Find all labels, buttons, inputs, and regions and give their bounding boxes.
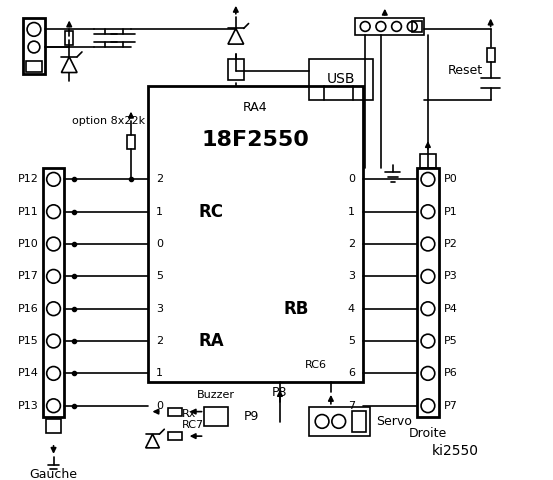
Circle shape xyxy=(392,22,401,31)
Bar xyxy=(487,48,494,62)
Text: P4: P4 xyxy=(444,304,457,314)
Text: 0: 0 xyxy=(156,401,163,411)
Text: 0: 0 xyxy=(348,174,355,184)
Circle shape xyxy=(421,205,435,218)
Bar xyxy=(228,59,244,80)
Bar xyxy=(356,18,424,36)
Text: option 8x22k: option 8x22k xyxy=(72,116,145,126)
Text: USB: USB xyxy=(327,72,356,86)
Text: P16: P16 xyxy=(18,304,39,314)
Text: ki2550: ki2550 xyxy=(432,444,479,458)
Text: P13: P13 xyxy=(18,401,39,411)
Text: 2: 2 xyxy=(156,174,163,184)
Circle shape xyxy=(46,269,60,283)
Circle shape xyxy=(46,237,60,251)
Text: 2: 2 xyxy=(156,336,163,346)
Text: Servo: Servo xyxy=(376,415,412,428)
Text: P10: P10 xyxy=(18,239,39,249)
Bar xyxy=(412,21,422,32)
Circle shape xyxy=(421,237,435,251)
Text: P17: P17 xyxy=(18,271,39,281)
Text: 1: 1 xyxy=(156,368,163,378)
Bar xyxy=(309,407,370,436)
Circle shape xyxy=(421,367,435,380)
Text: 5: 5 xyxy=(348,336,355,346)
Text: P6: P6 xyxy=(444,368,457,378)
Text: 7: 7 xyxy=(348,401,355,411)
Text: 1: 1 xyxy=(156,207,163,216)
Circle shape xyxy=(28,41,40,53)
Text: RC: RC xyxy=(199,203,223,221)
Text: 4: 4 xyxy=(348,304,355,314)
Text: P15: P15 xyxy=(18,336,39,346)
Text: P9: P9 xyxy=(244,410,259,423)
Text: Rx: Rx xyxy=(182,408,196,419)
Text: P3: P3 xyxy=(444,271,457,281)
Bar xyxy=(23,18,45,74)
Bar xyxy=(352,410,366,432)
Circle shape xyxy=(46,367,60,380)
Circle shape xyxy=(46,172,60,186)
Text: RA4: RA4 xyxy=(243,101,268,114)
Text: P14: P14 xyxy=(18,368,39,378)
Circle shape xyxy=(315,415,329,428)
Text: P0: P0 xyxy=(444,174,457,184)
Bar xyxy=(148,86,363,382)
Text: P2: P2 xyxy=(444,239,457,249)
Text: P1: P1 xyxy=(444,207,457,216)
Text: 6: 6 xyxy=(348,368,355,378)
Bar xyxy=(417,168,439,418)
Bar xyxy=(168,432,182,440)
Text: Droite: Droite xyxy=(409,427,447,440)
Bar xyxy=(309,59,373,100)
Circle shape xyxy=(46,302,60,315)
Circle shape xyxy=(421,302,435,315)
Circle shape xyxy=(421,172,435,186)
Text: RC7: RC7 xyxy=(182,420,204,431)
Text: 18F2550: 18F2550 xyxy=(201,130,309,150)
Bar xyxy=(46,420,61,433)
Bar xyxy=(127,135,135,149)
Text: RB: RB xyxy=(284,300,309,318)
Bar xyxy=(420,154,436,168)
Text: P7: P7 xyxy=(444,401,457,411)
Circle shape xyxy=(332,415,346,428)
Text: P5: P5 xyxy=(444,336,457,346)
Text: P8: P8 xyxy=(272,385,288,398)
Text: Gauche: Gauche xyxy=(29,468,77,480)
Text: RC6: RC6 xyxy=(305,360,326,370)
Circle shape xyxy=(421,399,435,413)
Bar xyxy=(43,168,64,418)
Circle shape xyxy=(421,269,435,283)
Circle shape xyxy=(421,334,435,348)
Text: 5: 5 xyxy=(156,271,163,281)
Text: P11: P11 xyxy=(18,207,39,216)
Text: P12: P12 xyxy=(18,174,39,184)
Text: Reset: Reset xyxy=(448,64,483,77)
Bar xyxy=(65,31,73,45)
Text: 2: 2 xyxy=(348,239,355,249)
Bar xyxy=(205,407,228,426)
Text: 3: 3 xyxy=(156,304,163,314)
Text: 0: 0 xyxy=(156,239,163,249)
Text: 1: 1 xyxy=(348,207,355,216)
Circle shape xyxy=(408,22,417,31)
Text: Buzzer: Buzzer xyxy=(197,390,235,400)
Text: 3: 3 xyxy=(348,271,355,281)
Circle shape xyxy=(46,399,60,413)
Circle shape xyxy=(46,205,60,218)
Circle shape xyxy=(46,334,60,348)
Bar xyxy=(168,408,182,416)
Circle shape xyxy=(376,22,386,31)
Circle shape xyxy=(27,23,41,36)
Bar xyxy=(26,61,42,72)
Circle shape xyxy=(361,22,370,31)
Text: RA: RA xyxy=(199,332,224,350)
